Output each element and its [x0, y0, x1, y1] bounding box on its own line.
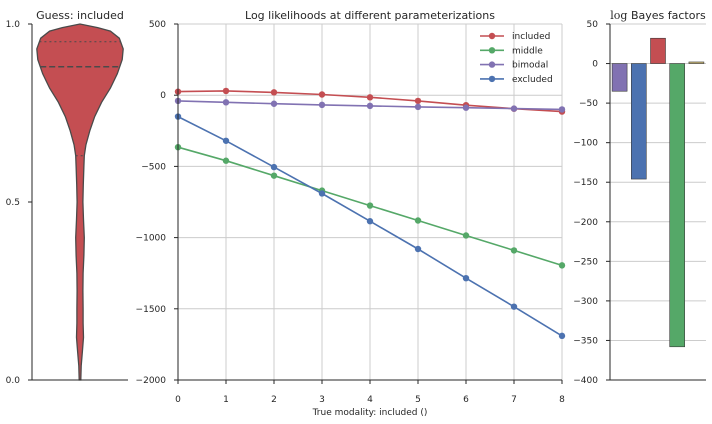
- line-chart-legend: included middle bimodal excluded: [480, 32, 553, 85]
- legend-marker-middle: [488, 47, 496, 54]
- line-chart-grid: [177, 23, 563, 381]
- line-chart-x-label: True modality: included (): [312, 408, 428, 418]
- legend-label-bimodal: bimodal: [512, 61, 548, 71]
- line-chart-x-tick-label: 8: [559, 395, 565, 405]
- violin-title: Guess: included: [36, 9, 124, 22]
- series-point-bimodal: [366, 102, 374, 110]
- series-point-bimodal: [222, 99, 230, 106]
- line-chart-y-tick-label: −1500: [136, 305, 167, 315]
- bayes-title-rest: Bayes factors: [627, 9, 706, 22]
- violin-shape: [36, 23, 124, 381]
- bayes-y-tick-label: 50: [587, 20, 599, 30]
- line-chart-x-tick-label: 2: [271, 395, 277, 405]
- series-point-included: [222, 87, 230, 95]
- legend-label-included: included: [512, 32, 550, 42]
- line-chart-y-tick-label: 0: [160, 91, 166, 101]
- bayes-bar: [611, 63, 628, 92]
- bayes-y-tick-label: −50: [579, 99, 598, 109]
- line-chart-y-tick-label: 500: [149, 20, 166, 30]
- series-point-bimodal: [414, 103, 422, 111]
- line-chart-x-tick-label: 1: [223, 395, 229, 405]
- series-point-middle: [270, 172, 278, 179]
- legend-label-middle: middle: [512, 46, 543, 56]
- line-chart-y-tick-label: −1000: [136, 234, 167, 244]
- series-point-included: [318, 91, 326, 98]
- series-point-bimodal: [318, 101, 326, 109]
- bayes-y-tick-label: 0: [592, 60, 598, 70]
- line-chart-x-tick-label: 7: [511, 395, 517, 405]
- series-point-excluded: [558, 332, 566, 340]
- series-point-bimodal: [558, 106, 566, 113]
- line-chart-title: Log likelihoods at different parameteriz…: [245, 9, 495, 22]
- bayes-panel: log Bayes factors 50 0 −50 −100 −150 −200 −250…: [573, 9, 706, 386]
- series-point-excluded: [270, 163, 278, 171]
- series-point-middle: [366, 202, 374, 209]
- series-point-excluded: [318, 190, 326, 197]
- bayes-y-tick-label: −350: [573, 336, 598, 346]
- line-chart-y-tick-label: −500: [141, 162, 166, 172]
- series-point-middle: [414, 217, 422, 224]
- series-point-excluded: [510, 303, 518, 310]
- series-point-middle: [558, 262, 566, 269]
- line-chart-x-ticks: 0 1 2 3 4 5 6 7 8: [175, 380, 565, 405]
- series-point-middle: [222, 157, 230, 164]
- line-chart-x-tick-label: 0: [175, 395, 181, 405]
- bayes-y-tick-label: −250: [573, 257, 598, 267]
- legend-label-excluded: excluded: [512, 75, 553, 85]
- bayes-y-tick-label: −150: [573, 178, 598, 188]
- violin-body: [36, 23, 124, 381]
- line-chart-panel: Log likelihoods at different parameteriz…: [136, 9, 566, 418]
- bayes-y-ticks: 50 0 −50 −100 −150 −200 −250 −300 −350 −400: [573, 20, 610, 386]
- violin-y-tick-label: 1.0: [6, 20, 21, 30]
- bayes-title-log: log: [610, 9, 627, 22]
- legend-marker-excluded: [488, 75, 496, 83]
- bayes-bar: [688, 61, 705, 64]
- bayes-y-tick-label: −100: [573, 139, 598, 149]
- series-point-middle: [462, 232, 470, 239]
- violin-y-ticks: 0.0 0.5 1.0: [6, 20, 32, 386]
- line-chart-y-tick-label: −2000: [136, 376, 167, 386]
- bayes-bars: [611, 37, 705, 348]
- violin-panel: Guess: included 0.0 0.5 1.0: [6, 9, 128, 386]
- line-chart-x-tick-label: 6: [463, 395, 469, 405]
- legend-marker-bimodal: [488, 61, 496, 68]
- bayes-bar: [669, 63, 685, 348]
- bayes-title: log Bayes factors: [610, 9, 706, 22]
- series-point-included: [414, 97, 422, 105]
- bayes-bar: [631, 63, 647, 180]
- line-chart-x-tick-label: 3: [319, 395, 325, 405]
- series-point-excluded: [222, 137, 230, 144]
- series-point-excluded: [462, 274, 470, 282]
- line-chart-y-ticks: 500 0 −500 −1000 −1500 −2000: [136, 20, 178, 386]
- series-point-excluded: [366, 218, 374, 225]
- violin-y-tick-label: 0.0: [6, 376, 21, 386]
- series-point-bimodal: [510, 105, 518, 112]
- bayes-y-tick-label: −400: [573, 376, 598, 386]
- series-point-bimodal: [462, 104, 470, 111]
- series-point-excluded: [414, 245, 422, 253]
- line-chart-x-tick-label: 4: [367, 395, 373, 405]
- bayes-y-tick-label: −300: [573, 297, 598, 307]
- legend-marker-included: [488, 32, 496, 40]
- bayes-bar: [650, 37, 666, 64]
- series-point-included: [366, 94, 374, 101]
- line-chart-x-tick-label: 5: [415, 395, 421, 405]
- violin-y-tick-label: 0.5: [6, 198, 20, 208]
- series-point-bimodal: [270, 100, 278, 107]
- series-point-included: [270, 89, 278, 96]
- bayes-y-tick-label: −200: [573, 218, 598, 228]
- series-point-middle: [510, 247, 518, 254]
